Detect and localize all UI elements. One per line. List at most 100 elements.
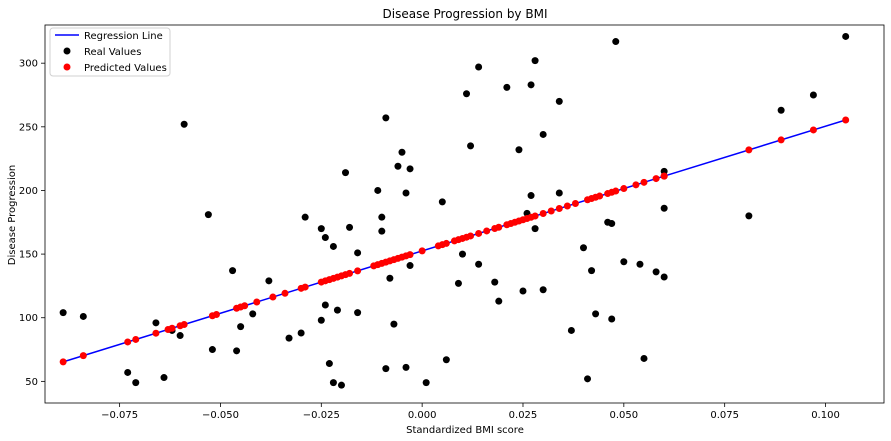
real-value-point (777, 106, 785, 114)
real-value-point (301, 213, 309, 221)
real-value-point (208, 346, 216, 354)
predicted-value-point (59, 358, 67, 366)
predicted-value-point (612, 187, 620, 195)
real-value-point (229, 267, 237, 275)
predicted-value-point (596, 192, 604, 200)
predicted-value-point (269, 293, 277, 301)
real-value-point (390, 320, 398, 328)
predicted-value-point (777, 136, 785, 144)
x-tick-label: 0.075 (710, 410, 739, 421)
predicted-value-point (809, 126, 817, 134)
real-value-point (402, 363, 410, 371)
real-value-point (354, 309, 362, 317)
real-value-point (636, 260, 644, 268)
real-value-point (519, 287, 527, 295)
predicted-value-point (180, 320, 188, 328)
predicted-value-point (571, 200, 579, 208)
real-value-point (265, 277, 273, 285)
real-value-point (809, 91, 817, 99)
predicted-value-point (539, 209, 547, 217)
real-value-point (285, 334, 293, 342)
real-value-point (652, 268, 660, 276)
real-value-point (249, 310, 257, 318)
legend-label-predicted: Predicted Values (84, 63, 167, 74)
real-value-point (442, 356, 450, 364)
x-tick-label: 0.000 (408, 410, 437, 421)
predicted-value-point (640, 178, 648, 186)
real-value-point (660, 204, 668, 212)
real-value-point (467, 142, 475, 150)
real-value-point (321, 234, 329, 242)
real-value-point (398, 148, 406, 156)
real-value-point (592, 310, 600, 318)
predicted-value-point (483, 227, 491, 235)
real-value-point (422, 379, 430, 387)
real-value-point (378, 227, 386, 235)
real-value-point (333, 306, 341, 314)
x-tick-label: −0.025 (303, 410, 340, 421)
predicted-value-point (212, 311, 220, 319)
real-value-point (374, 186, 382, 194)
predicted-value-point (563, 202, 571, 210)
y-axis-label: Disease Progression (7, 165, 18, 265)
real-value-point (491, 278, 499, 286)
predicted-value-point (745, 146, 753, 154)
real-value-point (438, 198, 446, 206)
predicted-value-point (301, 283, 309, 291)
real-value-point (402, 189, 410, 197)
real-value-point (176, 332, 184, 340)
predicted-value-point (495, 223, 503, 231)
real-value-point (132, 379, 140, 387)
real-value-point (458, 250, 466, 258)
real-value-point (531, 225, 539, 233)
predicted-value-point (79, 352, 87, 360)
real-value-point (579, 244, 587, 252)
real-value-point (325, 360, 333, 368)
predicted-value-point (531, 212, 539, 220)
legend-label-regression: Regression Line (84, 31, 163, 42)
real-value-point (612, 38, 620, 46)
predicted-value-point (555, 205, 563, 213)
real-value-point (555, 189, 563, 197)
predicted-value-point (842, 116, 850, 124)
predicted-value-point (475, 229, 483, 237)
real-value-point (527, 192, 535, 200)
x-tick-label: 0.025 (509, 410, 538, 421)
real-value-point (475, 63, 483, 71)
real-value-point (346, 223, 354, 231)
legend-marker-predicted (63, 63, 71, 71)
real-value-point (59, 309, 67, 317)
real-value-point (555, 97, 563, 105)
legend: Regression Line Real Values Predicted Va… (49, 27, 171, 77)
real-value-point (317, 316, 325, 324)
real-value-point (204, 211, 212, 219)
predicted-value-point (406, 251, 414, 259)
real-value-point (608, 220, 616, 228)
y-tick-label: 300 (19, 59, 38, 70)
chart-title: Disease Progression by BMI (383, 7, 548, 21)
real-value-point (515, 146, 523, 154)
real-value-point (527, 81, 535, 89)
real-value-point (588, 267, 596, 275)
predicted-value-point (547, 207, 555, 215)
real-value-point (354, 249, 362, 257)
real-value-point (620, 258, 628, 266)
y-tick-label: 150 (19, 250, 38, 261)
legend-marker-real (63, 47, 71, 55)
x-tick-label: −0.075 (101, 410, 138, 421)
real-value-point (337, 381, 345, 389)
plot-area (59, 32, 850, 389)
real-value-point (842, 32, 850, 40)
real-value-point (495, 297, 503, 305)
real-value-point (317, 225, 325, 233)
x-tick-label: −0.050 (202, 410, 239, 421)
real-value-point (180, 120, 188, 128)
legend-label-real: Real Values (84, 47, 141, 58)
real-value-point (394, 162, 402, 170)
real-value-point (503, 83, 511, 91)
predicted-value-point (632, 181, 640, 189)
legend-frame (49, 27, 171, 77)
real-value-point (608, 315, 616, 323)
real-value-point (386, 274, 394, 282)
